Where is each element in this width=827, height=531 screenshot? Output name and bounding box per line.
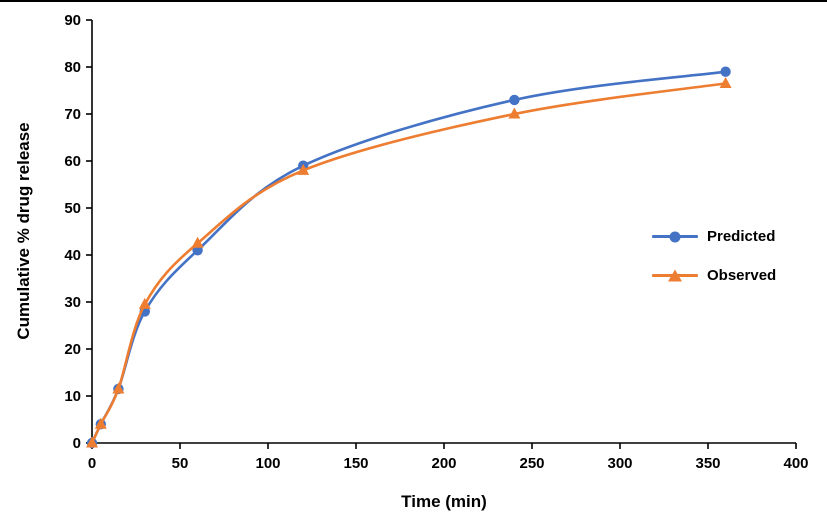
x-tick-label: 350: [695, 455, 720, 472]
y-tick-label: 90: [64, 12, 81, 29]
observed-point: [94, 417, 107, 429]
observed-point: [138, 297, 151, 309]
x-tick-label: 100: [255, 455, 280, 472]
predicted-point: [509, 94, 520, 106]
y-tick-label: 0: [73, 435, 81, 452]
predicted-point: [720, 66, 731, 77]
y-tick-label: 70: [64, 106, 81, 123]
x-tick-label: 250: [519, 455, 544, 472]
observed-point: [508, 107, 521, 119]
observed-point: [719, 76, 732, 88]
observed-point: [191, 236, 204, 248]
x-tick-label: 50: [172, 455, 189, 472]
observed-point: [86, 436, 98, 448]
legend-entry-predicted: Predicted: [652, 228, 776, 245]
y-tick-label: 80: [64, 59, 81, 76]
x-tick-label: 150: [343, 455, 368, 472]
predicted-line-swatch: [652, 231, 698, 242]
y-axis-title: Cumulative % drug release: [14, 122, 33, 340]
x-tick-label: 400: [783, 455, 808, 472]
x-tick-label: 300: [607, 455, 632, 472]
predicted-line: [90, 70, 727, 445]
y-tick-label: 30: [64, 294, 81, 311]
observed-point: [297, 163, 310, 175]
x-tick-label: 0: [88, 455, 96, 472]
data-series: [86, 66, 732, 449]
legend-entry-observed: Observed: [652, 267, 776, 284]
triangle-marker-icon: [668, 269, 682, 282]
y-tick-label: 50: [64, 200, 81, 217]
y-tick-label: 60: [64, 153, 81, 170]
x-axis-title: Time (min): [401, 492, 487, 511]
legend: Predicted Observed: [652, 228, 776, 284]
legend-label-observed: Observed: [707, 267, 777, 284]
legend-label-predicted: Predicted: [707, 228, 776, 245]
observed-line: [90, 82, 727, 445]
axes: 0 10 20 30 40 50 60 70 80 90 0 50 100 150 200 250 300 350…: [64, 12, 808, 472]
y-tick-label: 10: [64, 388, 81, 405]
y-tick-label: 20: [64, 341, 81, 358]
y-tick-label: 40: [64, 247, 81, 264]
x-tick-label: 200: [431, 455, 456, 472]
circle-marker-icon: [669, 231, 681, 242]
observed-point: [112, 382, 125, 394]
observed-line-swatch: [652, 269, 698, 282]
